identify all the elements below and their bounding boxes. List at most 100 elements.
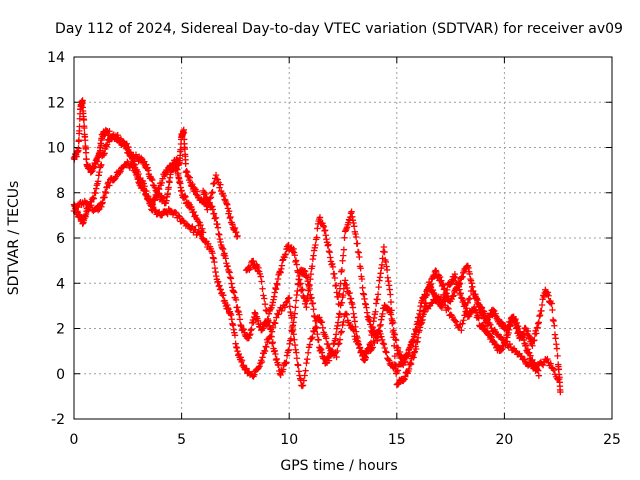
plot-frame [73, 56, 613, 420]
data-point [340, 291, 347, 299]
data-point [142, 190, 149, 198]
data-point [196, 230, 204, 237]
data-point [212, 171, 220, 179]
data-point [340, 318, 347, 326]
data-point [336, 311, 344, 318]
data-point [238, 357, 246, 364]
data-point [94, 178, 102, 185]
data-point [135, 170, 142, 178]
data-point [551, 322, 558, 329]
data-point [391, 342, 398, 349]
data-point [309, 300, 317, 307]
data-point [261, 295, 268, 302]
data-point [511, 347, 519, 355]
data-point [374, 334, 382, 341]
data-point [75, 136, 83, 144]
data-point [106, 128, 113, 135]
data-point [197, 231, 205, 238]
data-point [383, 349, 390, 356]
data-point [291, 252, 298, 259]
data-point [518, 353, 525, 360]
data-point [309, 263, 316, 270]
data-point [339, 321, 346, 329]
data-point [538, 307, 545, 315]
y-tick-label: 12 [47, 95, 65, 111]
data-point [342, 310, 350, 317]
data-point [304, 356, 311, 363]
data-point [521, 356, 529, 363]
data-point [81, 124, 88, 132]
data-point [231, 332, 239, 339]
data-point [201, 189, 208, 196]
series-track-b [70, 126, 241, 240]
data-point [308, 335, 315, 342]
data-point [278, 307, 285, 314]
data-point [293, 261, 300, 268]
data-point [547, 360, 554, 367]
data-point [261, 300, 269, 308]
data-point [458, 327, 465, 334]
data-point [300, 377, 308, 384]
series-track-e [242, 243, 543, 388]
data-point [506, 340, 513, 348]
x-tick-label: 0 [70, 432, 79, 448]
data-point [392, 361, 399, 369]
data-point [337, 329, 345, 336]
data-point [375, 283, 382, 291]
data-point [333, 353, 340, 361]
x-axis-label: GPS time / hours [280, 458, 397, 474]
data-point [287, 335, 295, 343]
data-point [152, 187, 159, 194]
data-point [392, 370, 400, 377]
chart-title: Day 112 of 2024, Sidereal Day-to-day VTE… [55, 21, 623, 37]
data-point [167, 207, 175, 215]
data-point [315, 336, 322, 344]
y-tick-label: -2 [51, 412, 65, 428]
data-point [340, 246, 348, 253]
data-point [197, 221, 204, 229]
data-point [171, 208, 179, 216]
data-point [292, 297, 300, 304]
data-point [258, 278, 265, 285]
data-point [356, 253, 363, 261]
data-point [459, 320, 466, 327]
data-point [379, 340, 387, 347]
data-point [80, 116, 88, 124]
data-point [548, 300, 555, 307]
data-point [211, 258, 218, 266]
data-point [391, 352, 399, 360]
data-point [116, 169, 123, 177]
data-point [98, 161, 105, 168]
data-point [263, 343, 270, 351]
y-tick-label: 6 [56, 231, 65, 247]
data-point [338, 299, 346, 307]
data-point [299, 286, 306, 293]
data-point [272, 350, 279, 358]
data-point [310, 306, 317, 313]
x-tick-label: 5 [177, 432, 186, 448]
data-point [242, 366, 249, 373]
data-point [308, 294, 315, 301]
data-point [306, 285, 313, 293]
series-track-d [199, 187, 564, 396]
data-point [180, 129, 188, 137]
data-point [214, 224, 222, 231]
data-point [407, 360, 415, 368]
data-point [440, 297, 448, 305]
data-point [376, 328, 383, 335]
data-point [313, 234, 320, 241]
data-point [341, 234, 348, 242]
data-point [444, 304, 451, 311]
data-point [214, 176, 221, 183]
data-point [157, 212, 165, 219]
data-point [132, 151, 140, 158]
data-point [374, 291, 382, 298]
data-point [452, 274, 459, 281]
data-point [208, 189, 215, 197]
y-tick-label: 2 [56, 322, 65, 338]
data-point [281, 303, 289, 311]
data-point [82, 149, 90, 156]
data-point [289, 328, 296, 335]
data-point [175, 212, 182, 219]
data-point [549, 306, 556, 314]
